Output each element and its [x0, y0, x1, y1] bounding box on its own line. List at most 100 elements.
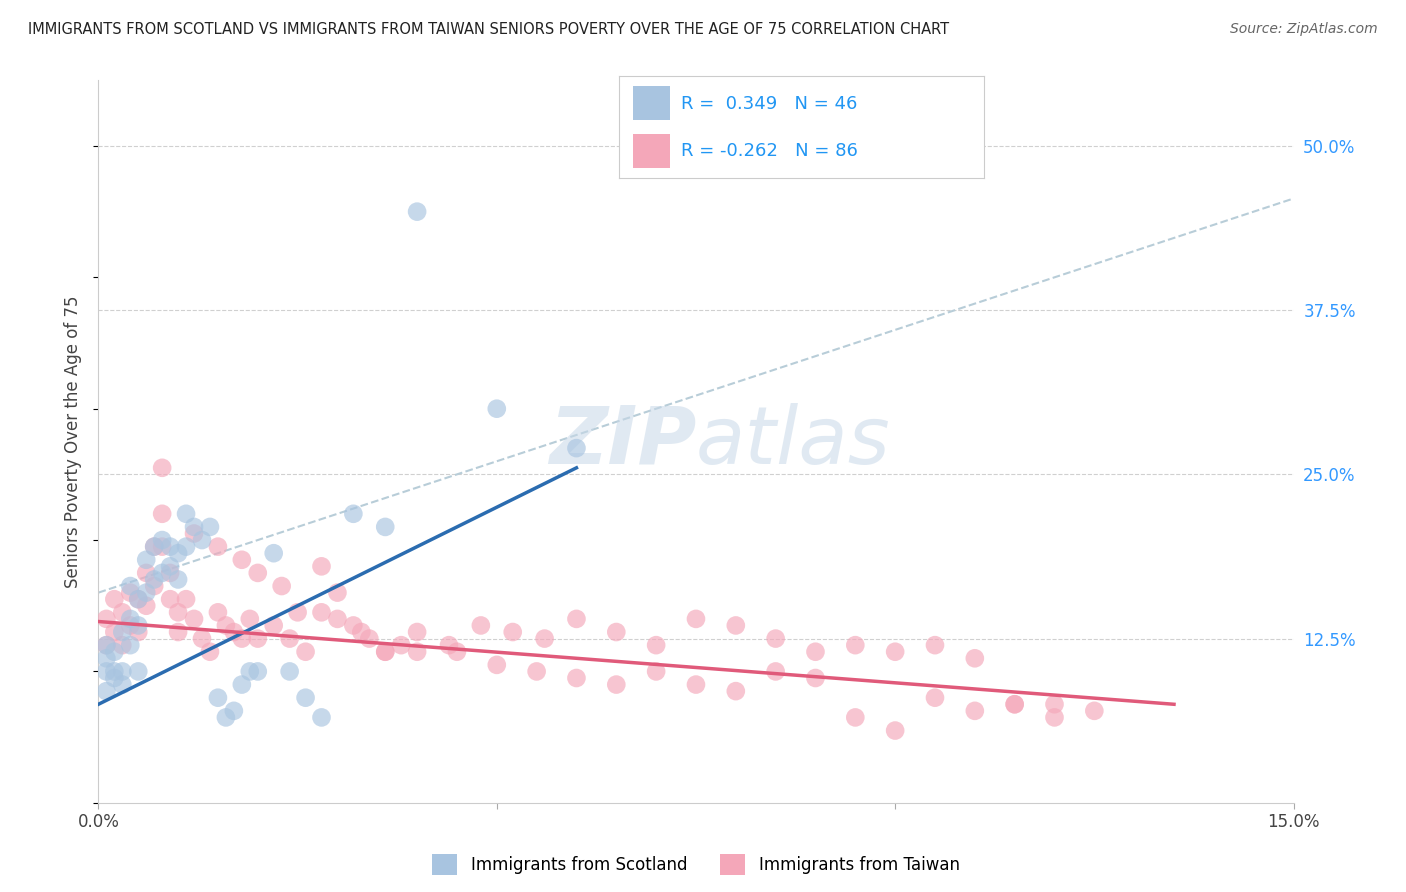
- Point: [246, 665, 269, 679]
- Point: [502, 625, 524, 640]
- Point: [565, 441, 588, 455]
- Point: [685, 612, 707, 626]
- Point: [135, 599, 157, 613]
- Point: [605, 677, 627, 691]
- Point: [963, 651, 986, 665]
- Point: [127, 592, 149, 607]
- Point: [765, 632, 787, 646]
- Point: [143, 573, 166, 587]
- Point: [127, 665, 149, 679]
- Point: [96, 638, 118, 652]
- Point: [446, 645, 468, 659]
- Point: [222, 704, 245, 718]
- Point: [159, 592, 181, 607]
- Point: [844, 638, 866, 652]
- Point: [222, 625, 245, 640]
- Point: [120, 618, 142, 632]
- Text: atlas: atlas: [696, 402, 891, 481]
- Point: [270, 579, 292, 593]
- Point: [389, 638, 412, 652]
- Point: [605, 625, 627, 640]
- Point: [374, 645, 396, 659]
- Point: [174, 540, 197, 554]
- Point: [724, 684, 747, 698]
- Point: [103, 645, 125, 659]
- Point: [159, 559, 181, 574]
- Point: [103, 671, 125, 685]
- Point: [231, 632, 253, 646]
- Point: [96, 651, 118, 665]
- Point: [263, 546, 285, 560]
- Point: [183, 526, 205, 541]
- Point: [278, 665, 301, 679]
- Point: [127, 592, 149, 607]
- Point: [1043, 710, 1066, 724]
- Point: [191, 533, 214, 547]
- Point: [150, 540, 173, 554]
- Point: [150, 533, 173, 547]
- Point: [924, 690, 946, 705]
- Point: [96, 612, 118, 626]
- Bar: [633, 135, 669, 168]
- Point: [246, 632, 269, 646]
- Point: [143, 540, 166, 554]
- Point: [685, 677, 707, 691]
- Bar: [633, 87, 669, 120]
- Text: Source: ZipAtlas.com: Source: ZipAtlas.com: [1230, 22, 1378, 37]
- Point: [167, 605, 190, 619]
- Point: [167, 625, 190, 640]
- Point: [120, 579, 142, 593]
- Point: [183, 612, 205, 626]
- Point: [143, 540, 166, 554]
- Point: [127, 618, 149, 632]
- Y-axis label: Seniors Poverty Over the Age of 75: Seniors Poverty Over the Age of 75: [65, 295, 83, 588]
- Point: [485, 657, 508, 672]
- Point: [215, 618, 238, 632]
- Text: R =  0.349   N = 46: R = 0.349 N = 46: [681, 95, 858, 112]
- Point: [294, 645, 316, 659]
- Point: [278, 632, 301, 646]
- Point: [645, 665, 668, 679]
- Point: [724, 618, 747, 632]
- Point: [311, 559, 333, 574]
- Point: [246, 566, 269, 580]
- Point: [239, 665, 262, 679]
- Point: [350, 625, 373, 640]
- Point: [645, 638, 668, 652]
- Point: [311, 710, 333, 724]
- Point: [96, 665, 118, 679]
- Point: [884, 645, 907, 659]
- Point: [326, 612, 349, 626]
- Point: [167, 573, 190, 587]
- Point: [174, 592, 197, 607]
- Point: [135, 566, 157, 580]
- Point: [215, 710, 238, 724]
- Point: [111, 677, 134, 691]
- Point: [111, 638, 134, 652]
- Point: [207, 540, 229, 554]
- Point: [135, 553, 157, 567]
- Point: [765, 665, 787, 679]
- Point: [526, 665, 548, 679]
- Point: [191, 632, 214, 646]
- Point: [884, 723, 907, 738]
- Point: [804, 671, 827, 685]
- Point: [174, 507, 197, 521]
- Point: [111, 625, 134, 640]
- Point: [120, 612, 142, 626]
- Point: [263, 618, 285, 632]
- Point: [150, 460, 173, 475]
- Point: [159, 540, 181, 554]
- Point: [198, 645, 221, 659]
- Text: R = -0.262   N = 86: R = -0.262 N = 86: [681, 142, 858, 160]
- Point: [924, 638, 946, 652]
- Point: [159, 566, 181, 580]
- Point: [207, 690, 229, 705]
- Point: [1043, 698, 1066, 712]
- Point: [485, 401, 508, 416]
- Point: [342, 618, 364, 632]
- Point: [359, 632, 381, 646]
- Point: [437, 638, 460, 652]
- Point: [565, 612, 588, 626]
- Point: [103, 592, 125, 607]
